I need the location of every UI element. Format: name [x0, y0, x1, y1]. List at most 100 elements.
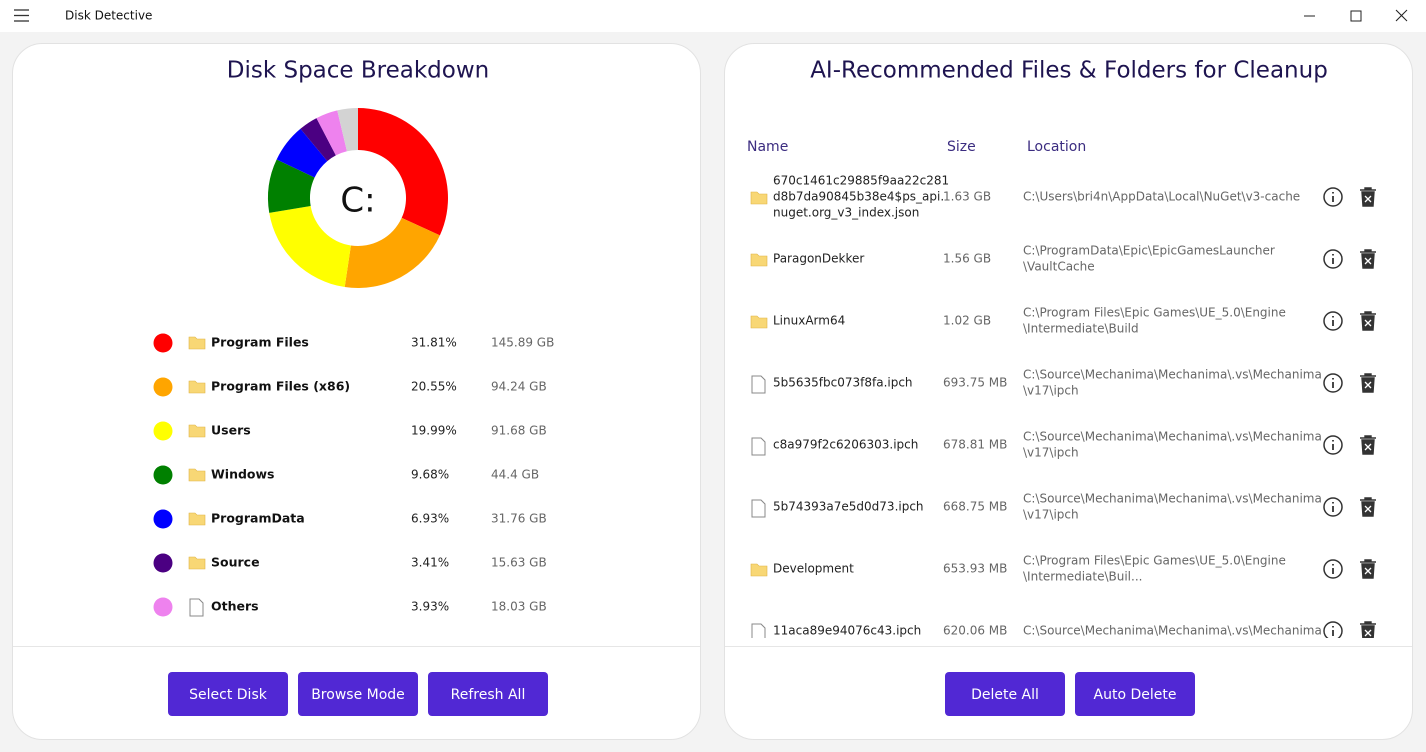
file-size: 668.75 MB: [943, 500, 1007, 514]
info-button[interactable]: [1323, 621, 1343, 640]
legend-percent: 20.55%: [411, 380, 457, 394]
file-name: 5b74393a7e5d0d73.ipch: [773, 500, 924, 514]
file-name: LinuxArm64: [773, 314, 845, 328]
delete-button[interactable]: [1360, 497, 1376, 517]
legend-swatch: [153, 377, 173, 397]
button-label[interactable]: Refresh All: [451, 687, 526, 703]
file-location: \v17\ipch: [1023, 508, 1079, 522]
file-name: nuget.org_v3_index.json: [773, 206, 919, 220]
file-size: 1.02 GB: [943, 314, 991, 328]
button[interactable]: [428, 672, 548, 716]
window-title: Disk Detective: [65, 9, 152, 23]
info-button[interactable]: [1323, 373, 1343, 393]
file-name: ParagonDekker: [773, 252, 864, 266]
legend-percent: 3.41%: [411, 556, 449, 570]
delete-button[interactable]: [1360, 621, 1376, 640]
file-location: C:\Source\Mechanima\Mechanima\.vs\Mechan…: [1023, 368, 1322, 382]
file-location: C:\Program Files\Epic Games\UE_5.0\Engin…: [1023, 306, 1286, 320]
file-size: 1.56 GB: [943, 252, 991, 266]
legend-name: Users: [211, 423, 251, 438]
button-label[interactable]: Auto Delete: [1094, 687, 1177, 703]
info-button[interactable]: [1323, 249, 1343, 269]
button[interactable]: [168, 672, 288, 716]
info-button[interactable]: [1323, 559, 1343, 579]
donut-slice: [300, 118, 336, 162]
file-location: \VaultCache: [1023, 260, 1095, 274]
legend-size: 18.03 GB: [491, 600, 547, 614]
legend-percent: 19.99%: [411, 424, 457, 438]
delete-button[interactable]: [1360, 435, 1376, 455]
file-name: d8b7da90845b38e4$ps_api.: [773, 190, 944, 204]
menu-button[interactable]: [14, 9, 29, 22]
maximize-button[interactable]: [1350, 10, 1362, 22]
right-panel: [724, 43, 1413, 740]
file-location: \Intermediate\Buil...: [1023, 570, 1142, 584]
column-header: Location: [1027, 139, 1086, 155]
legend-swatch: [153, 333, 173, 353]
legend-size: 94.24 GB: [491, 380, 547, 394]
delete-button[interactable]: [1360, 187, 1376, 207]
donut-slice: [316, 110, 347, 156]
file-icon: [751, 499, 766, 518]
button[interactable]: [1075, 672, 1195, 716]
button[interactable]: [945, 672, 1065, 716]
donut-slice: [276, 128, 328, 178]
delete-glyph: [1364, 443, 1372, 451]
folder-icon: [750, 253, 768, 267]
donut-slice: [337, 108, 358, 152]
button-label[interactable]: Select Disk: [189, 687, 268, 703]
panel-title: AI-Recommended Files & Folders for Clean…: [810, 58, 1328, 84]
legend-percent: 6.93%: [411, 512, 449, 526]
legend-swatch: [153, 421, 173, 441]
info-button[interactable]: [1323, 187, 1343, 207]
panel-title: Disk Space Breakdown: [227, 58, 489, 84]
delete-glyph: [1364, 567, 1372, 575]
file-icon: [189, 598, 204, 617]
close-button[interactable]: [1395, 9, 1408, 22]
column-header: Name: [747, 139, 788, 155]
donut-slice: [269, 205, 351, 288]
file-size: 678.81 MB: [943, 438, 1007, 452]
legend-size: 15.63 GB: [491, 556, 547, 570]
file-size: 620.06 MB: [943, 624, 1007, 638]
legend-swatch: [153, 597, 173, 617]
file-size: 1.63 GB: [943, 190, 991, 204]
folder-icon: [188, 468, 206, 482]
button-label[interactable]: Browse Mode: [311, 687, 405, 703]
legend-percent: 3.93%: [411, 600, 449, 614]
legend-name: Program Files (x86): [211, 379, 350, 394]
button[interactable]: [298, 672, 418, 716]
folder-icon: [750, 563, 768, 577]
delete-glyph: [1364, 195, 1372, 203]
legend-swatch: [153, 465, 173, 485]
info-button[interactable]: [1323, 497, 1343, 517]
file-location: C:\Source\Mechanima\Mechanima\.vs\Mechan…: [1023, 430, 1322, 444]
legend-size: 44.4 GB: [491, 468, 539, 482]
button-label[interactable]: Delete All: [971, 687, 1039, 703]
folder-icon: [188, 336, 206, 350]
file-name: 670c1461c29885f9aa22c281: [773, 174, 949, 188]
file-location: \v17\ipch: [1023, 384, 1079, 398]
folder-icon: [188, 512, 206, 526]
delete-glyph: [1364, 319, 1372, 327]
delete-button[interactable]: [1360, 311, 1376, 331]
delete-button[interactable]: [1360, 373, 1376, 393]
donut-slice: [344, 217, 440, 288]
info-button[interactable]: [1323, 435, 1343, 455]
delete-button[interactable]: [1360, 249, 1376, 269]
legend-swatch: [153, 509, 173, 529]
legend-name: Windows: [211, 467, 275, 482]
legend-name: Program Files: [211, 335, 309, 350]
donut-slice: [358, 108, 448, 236]
delete-button[interactable]: [1360, 559, 1376, 579]
file-location: C:\ProgramData\Epic\EpicGamesLauncher: [1023, 244, 1275, 258]
file-location: C:\Source\Mechanima\Mechanima\.vs\Mechan…: [1023, 624, 1322, 638]
file-size: 693.75 MB: [943, 376, 1007, 390]
legend-percent: 31.81%: [411, 336, 457, 350]
info-button[interactable]: [1323, 311, 1343, 331]
folder-icon: [188, 424, 206, 438]
legend-size: 91.68 GB: [491, 424, 547, 438]
file-size: 653.93 MB: [943, 562, 1007, 576]
